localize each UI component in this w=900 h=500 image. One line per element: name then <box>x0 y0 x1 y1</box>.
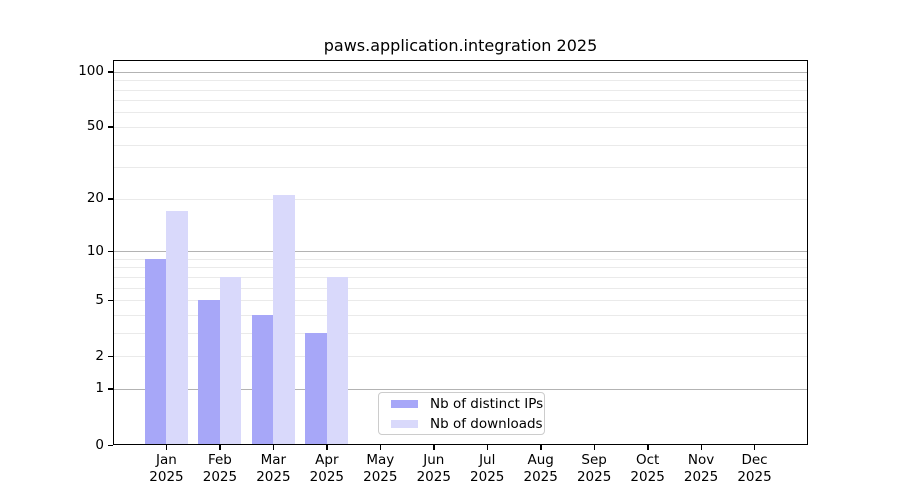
x-tick-mark <box>593 445 596 450</box>
y-tick-label: 0 <box>95 436 104 453</box>
x-tick-mark <box>540 445 542 450</box>
x-tick-year: 2025 <box>470 469 505 485</box>
chart-title: paws.application.integration 2025 <box>323 36 598 55</box>
minor-gridline <box>114 258 807 260</box>
minor-gridline <box>114 100 807 102</box>
x-tick-label-sep: Sep 2025 <box>554 452 634 486</box>
x-tick-year: 2025 <box>523 469 558 485</box>
minor-gridline <box>114 356 807 358</box>
y-tick-mark <box>108 71 113 73</box>
y-tick-label: 20 <box>86 190 104 207</box>
major-gridline <box>114 388 807 390</box>
minor-gridline <box>114 267 807 269</box>
legend-label-distinct-ips: Nb of distinct IPs <box>430 395 544 412</box>
x-tick-mark <box>272 445 275 450</box>
x-tick-mark <box>326 445 328 450</box>
bar-downloads-mar <box>273 194 295 444</box>
x-tick-year: 2025 <box>576 469 612 485</box>
x-tick-mark <box>754 445 756 450</box>
x-tick-year: 2025 <box>149 469 184 485</box>
minor-gridline <box>114 112 807 114</box>
y-tick-label: 2 <box>95 347 104 364</box>
x-tick-label-mar: Mar 2025 <box>233 452 313 486</box>
major-gridline <box>114 71 807 73</box>
minor-gridline <box>114 144 807 146</box>
minor-gridline <box>114 167 807 169</box>
x-tick-mark <box>165 445 168 450</box>
x-tick-mark <box>219 445 221 450</box>
x-tick-year: 2025 <box>737 469 772 485</box>
x-tick-year: 2025 <box>202 469 238 485</box>
y-tick-label: 50 <box>86 118 104 135</box>
x-tick-year: 2025 <box>683 469 719 485</box>
x-tick-label-jun: Jun 2025 <box>394 452 474 486</box>
y-tick-mark <box>108 388 113 390</box>
bar-distinct-ips-apr <box>305 332 327 444</box>
legend-swatch-downloads <box>391 419 418 428</box>
x-tick-year: 2025 <box>309 469 345 485</box>
minor-gridline <box>114 287 807 289</box>
minor-gridline <box>114 300 807 302</box>
legend-entry-downloads: Nb of downloads <box>387 416 543 432</box>
bar-distinct-ips-feb <box>198 300 220 444</box>
y-tick-mark <box>108 250 113 252</box>
x-tick-mark <box>379 445 382 450</box>
x-tick-label-apr: Apr 2025 <box>287 452 367 486</box>
y-tick-label: 100 <box>78 63 104 80</box>
x-tick-label-jul: Jul 2025 <box>447 452 527 486</box>
x-tick-label-oct: Oct 2025 <box>608 452 688 486</box>
x-tick-label-may: May 2025 <box>340 452 420 486</box>
x-tick-year: 2025 <box>630 469 665 485</box>
major-gridline <box>114 251 807 253</box>
bar-downloads-jan <box>166 211 188 444</box>
legend-label-downloads: Nb of downloads <box>430 415 543 432</box>
legend-entry-distinct-ips: Nb of distinct IPs <box>387 396 543 412</box>
y-tick-mark <box>108 355 113 358</box>
y-tick-mark <box>108 126 113 128</box>
x-tick-mark <box>486 445 489 450</box>
x-tick-label-dec: Dec 2025 <box>715 452 795 486</box>
x-tick-label-nov: Nov 2025 <box>661 452 741 486</box>
y-tick-label: 1 <box>95 380 104 397</box>
minor-gridline <box>114 80 807 82</box>
minor-gridline <box>114 198 807 200</box>
bar-distinct-ips-jan <box>144 258 167 444</box>
x-tick-label-jan: Jan 2025 <box>126 452 206 486</box>
y-tick-label: 5 <box>95 291 104 308</box>
y-tick-mark <box>108 299 113 301</box>
minor-gridline <box>114 276 807 278</box>
x-tick-year: 2025 <box>363 469 398 485</box>
bar-downloads-feb <box>219 276 242 444</box>
minor-gridline <box>114 314 807 316</box>
legend: Nb of distinct IPs Nb of downloads <box>378 392 545 435</box>
minor-gridline <box>114 89 807 91</box>
y-tick-mark <box>108 444 113 446</box>
x-tick-mark <box>700 445 702 450</box>
x-tick-year: 2025 <box>256 469 291 485</box>
plot-area <box>113 60 808 445</box>
minor-gridline <box>114 126 807 128</box>
bar-downloads-apr <box>326 276 349 444</box>
bar-distinct-ips-mar <box>251 314 274 444</box>
y-tick-label: 10 <box>86 242 104 259</box>
x-tick-year: 2025 <box>416 469 451 485</box>
minor-gridline <box>114 332 807 334</box>
x-tick-label-feb: Feb 2025 <box>180 452 260 486</box>
x-tick-mark <box>433 445 435 450</box>
legend-swatch-distinct-ips <box>391 399 418 408</box>
x-tick-mark <box>647 445 649 450</box>
y-tick-mark <box>108 198 113 200</box>
x-tick-label-aug: Aug 2025 <box>501 452 581 486</box>
